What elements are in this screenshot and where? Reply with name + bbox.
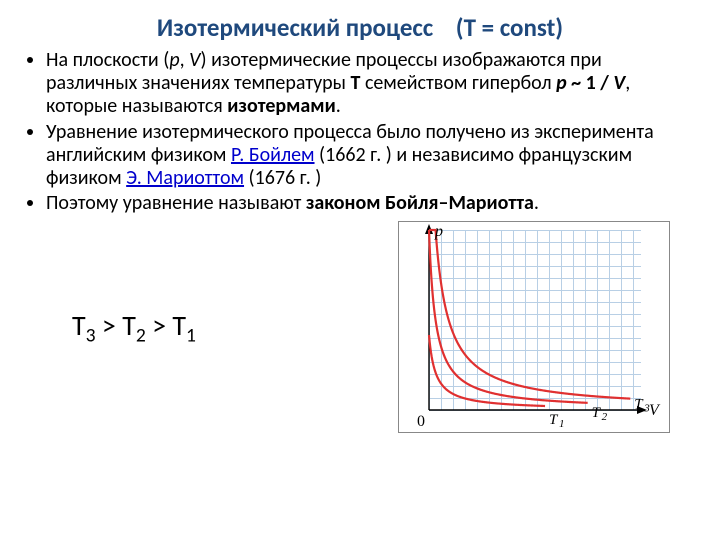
- slide-title: Изотермический процесс (T = const): [24, 12, 696, 43]
- bullet-2: Уравнение изотермического процесса было …: [46, 121, 696, 191]
- bullet-1: На плоскости (p, V) изотермические проце…: [46, 49, 696, 119]
- pv-isotherm-chart: [398, 221, 670, 433]
- chart-wrap: [372, 221, 696, 433]
- bullet-3: Поэтому уравнение называют законом Бойля…: [46, 192, 696, 215]
- title-main: Изотермический процесс: [157, 12, 433, 43]
- mariotte-link[interactable]: Э. Мариоттом: [126, 166, 244, 190]
- bullet2-post: (1676 г. ): [244, 166, 321, 190]
- temperature-inequality: T3 > T2 > T1: [24, 308, 372, 348]
- lower-row: T3 > T2 > T1: [24, 221, 696, 433]
- title-paren: (T = const): [456, 12, 563, 43]
- boyle-link[interactable]: Р. Бойлем: [231, 143, 315, 167]
- bullet-list: На плоскости (p, V) изотермические проце…: [24, 49, 696, 215]
